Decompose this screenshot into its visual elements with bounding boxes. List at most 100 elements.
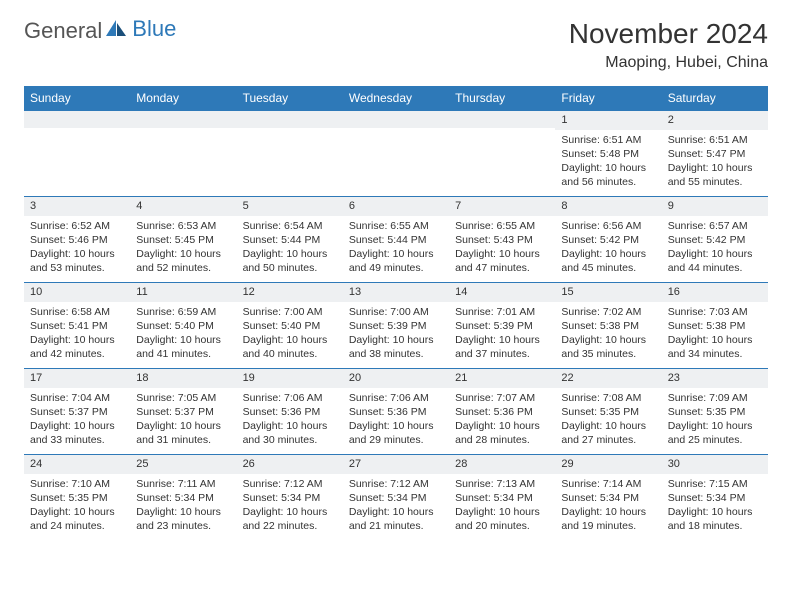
sunset-text: Sunset: 5:47 PM (668, 147, 762, 161)
day-number: 26 (237, 455, 343, 474)
day-number: 19 (237, 369, 343, 388)
sunset-text: Sunset: 5:42 PM (668, 233, 762, 247)
sunrise-text: Sunrise: 7:15 AM (668, 477, 762, 491)
calendar-cell: 17Sunrise: 7:04 AMSunset: 5:37 PMDayligh… (24, 369, 130, 455)
sunrise-text: Sunrise: 7:12 AM (243, 477, 337, 491)
sunrise-text: Sunrise: 7:13 AM (455, 477, 549, 491)
sunset-text: Sunset: 5:45 PM (136, 233, 230, 247)
calendar-cell (237, 111, 343, 197)
weekday-header: Wednesday (343, 86, 449, 111)
sunset-text: Sunset: 5:48 PM (561, 147, 655, 161)
calendar-cell (449, 111, 555, 197)
day-data: Sunrise: 7:08 AMSunset: 5:35 PMDaylight:… (555, 388, 661, 452)
sunrise-text: Sunrise: 7:06 AM (243, 391, 337, 405)
calendar-cell: 30Sunrise: 7:15 AMSunset: 5:34 PMDayligh… (662, 455, 768, 541)
title-block: November 2024 Maoping, Hubei, China (569, 18, 768, 72)
sunrise-text: Sunrise: 6:55 AM (455, 219, 549, 233)
day-number: 27 (343, 455, 449, 474)
calendar-cell: 23Sunrise: 7:09 AMSunset: 5:35 PMDayligh… (662, 369, 768, 455)
day-number: 3 (24, 197, 130, 216)
day-data: Sunrise: 7:11 AMSunset: 5:34 PMDaylight:… (130, 474, 236, 538)
sunset-text: Sunset: 5:35 PM (30, 491, 124, 505)
day-data: Sunrise: 7:06 AMSunset: 5:36 PMDaylight:… (343, 388, 449, 452)
day-data: Sunrise: 7:12 AMSunset: 5:34 PMDaylight:… (237, 474, 343, 538)
day-data: Sunrise: 7:02 AMSunset: 5:38 PMDaylight:… (555, 302, 661, 366)
day-data: Sunrise: 7:13 AMSunset: 5:34 PMDaylight:… (449, 474, 555, 538)
daylight-text: Daylight: 10 hours and 21 minutes. (349, 505, 443, 533)
calendar-cell: 19Sunrise: 7:06 AMSunset: 5:36 PMDayligh… (237, 369, 343, 455)
calendar-cell (24, 111, 130, 197)
sunrise-text: Sunrise: 6:58 AM (30, 305, 124, 319)
day-number: 5 (237, 197, 343, 216)
daylight-text: Daylight: 10 hours and 33 minutes. (30, 419, 124, 447)
sunset-text: Sunset: 5:34 PM (455, 491, 549, 505)
sunset-text: Sunset: 5:34 PM (349, 491, 443, 505)
daylight-text: Daylight: 10 hours and 30 minutes. (243, 419, 337, 447)
sunrise-text: Sunrise: 7:07 AM (455, 391, 549, 405)
calendar-cell: 15Sunrise: 7:02 AMSunset: 5:38 PMDayligh… (555, 283, 661, 369)
daylight-text: Daylight: 10 hours and 19 minutes. (561, 505, 655, 533)
sunset-text: Sunset: 5:34 PM (243, 491, 337, 505)
day-data: Sunrise: 6:59 AMSunset: 5:40 PMDaylight:… (130, 302, 236, 366)
calendar-cell: 2Sunrise: 6:51 AMSunset: 5:47 PMDaylight… (662, 111, 768, 197)
day-data: Sunrise: 7:15 AMSunset: 5:34 PMDaylight:… (662, 474, 768, 538)
calendar-cell: 9Sunrise: 6:57 AMSunset: 5:42 PMDaylight… (662, 197, 768, 283)
sunset-text: Sunset: 5:34 PM (561, 491, 655, 505)
weekday-header: Tuesday (237, 86, 343, 111)
weekday-header: Thursday (449, 86, 555, 111)
calendar-row: 10Sunrise: 6:58 AMSunset: 5:41 PMDayligh… (24, 283, 768, 369)
sunrise-text: Sunrise: 6:56 AM (561, 219, 655, 233)
daylight-text: Daylight: 10 hours and 50 minutes. (243, 247, 337, 275)
daylight-text: Daylight: 10 hours and 44 minutes. (668, 247, 762, 275)
daylight-text: Daylight: 10 hours and 25 minutes. (668, 419, 762, 447)
location-text: Maoping, Hubei, China (569, 54, 768, 72)
sunrise-text: Sunrise: 7:05 AM (136, 391, 230, 405)
daylight-text: Daylight: 10 hours and 18 minutes. (668, 505, 762, 533)
day-data: Sunrise: 7:06 AMSunset: 5:36 PMDaylight:… (237, 388, 343, 452)
sunrise-text: Sunrise: 6:52 AM (30, 219, 124, 233)
sunrise-text: Sunrise: 7:08 AM (561, 391, 655, 405)
sunrise-text: Sunrise: 7:10 AM (30, 477, 124, 491)
sunrise-text: Sunrise: 6:57 AM (668, 219, 762, 233)
calendar-cell: 27Sunrise: 7:12 AMSunset: 5:34 PMDayligh… (343, 455, 449, 541)
day-number: 17 (24, 369, 130, 388)
day-data: Sunrise: 7:10 AMSunset: 5:35 PMDaylight:… (24, 474, 130, 538)
daylight-text: Daylight: 10 hours and 40 minutes. (243, 333, 337, 361)
day-data: Sunrise: 6:56 AMSunset: 5:42 PMDaylight:… (555, 216, 661, 280)
day-data: Sunrise: 6:54 AMSunset: 5:44 PMDaylight:… (237, 216, 343, 280)
daylight-text: Daylight: 10 hours and 22 minutes. (243, 505, 337, 533)
calendar-cell: 24Sunrise: 7:10 AMSunset: 5:35 PMDayligh… (24, 455, 130, 541)
calendar-cell: 7Sunrise: 6:55 AMSunset: 5:43 PMDaylight… (449, 197, 555, 283)
day-number: 30 (662, 455, 768, 474)
calendar-cell: 28Sunrise: 7:13 AMSunset: 5:34 PMDayligh… (449, 455, 555, 541)
day-number (449, 111, 555, 128)
calendar-row: 3Sunrise: 6:52 AMSunset: 5:46 PMDaylight… (24, 197, 768, 283)
day-number (343, 111, 449, 128)
daylight-text: Daylight: 10 hours and 28 minutes. (455, 419, 549, 447)
weekday-header: Monday (130, 86, 236, 111)
sunset-text: Sunset: 5:36 PM (455, 405, 549, 419)
sunset-text: Sunset: 5:40 PM (243, 319, 337, 333)
sunset-text: Sunset: 5:35 PM (668, 405, 762, 419)
calendar-cell: 16Sunrise: 7:03 AMSunset: 5:38 PMDayligh… (662, 283, 768, 369)
daylight-text: Daylight: 10 hours and 38 minutes. (349, 333, 443, 361)
sunset-text: Sunset: 5:37 PM (30, 405, 124, 419)
day-data: Sunrise: 7:03 AMSunset: 5:38 PMDaylight:… (662, 302, 768, 366)
day-data: Sunrise: 7:00 AMSunset: 5:39 PMDaylight:… (343, 302, 449, 366)
header: General Blue November 2024 Maoping, Hube… (24, 18, 768, 72)
sunset-text: Sunset: 5:44 PM (349, 233, 443, 247)
daylight-text: Daylight: 10 hours and 35 minutes. (561, 333, 655, 361)
day-number (24, 111, 130, 128)
daylight-text: Daylight: 10 hours and 27 minutes. (561, 419, 655, 447)
day-number: 16 (662, 283, 768, 302)
daylight-text: Daylight: 10 hours and 56 minutes. (561, 161, 655, 189)
day-data: Sunrise: 7:07 AMSunset: 5:36 PMDaylight:… (449, 388, 555, 452)
calendar-cell: 1Sunrise: 6:51 AMSunset: 5:48 PMDaylight… (555, 111, 661, 197)
day-number: 12 (237, 283, 343, 302)
calendar-cell: 26Sunrise: 7:12 AMSunset: 5:34 PMDayligh… (237, 455, 343, 541)
day-number: 8 (555, 197, 661, 216)
sunrise-text: Sunrise: 7:06 AM (349, 391, 443, 405)
sunset-text: Sunset: 5:34 PM (668, 491, 762, 505)
day-data: Sunrise: 6:58 AMSunset: 5:41 PMDaylight:… (24, 302, 130, 366)
sunset-text: Sunset: 5:39 PM (349, 319, 443, 333)
